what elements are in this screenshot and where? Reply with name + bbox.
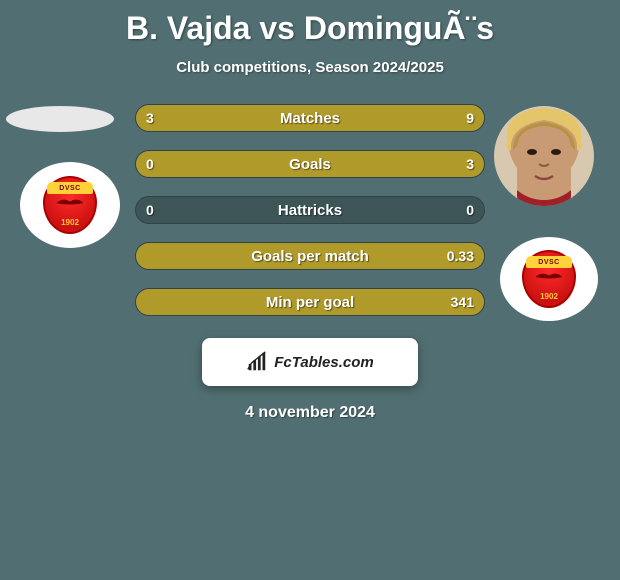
- badge-top-text: DVSC: [47, 182, 93, 194]
- player-right-portrait: [494, 106, 594, 206]
- page-title: B. Vajda vs DominguÃ¨s: [0, 0, 620, 47]
- badge-year: 1902: [43, 218, 97, 227]
- stat-row: 39Matches: [135, 104, 485, 132]
- bar-chart-icon: [246, 351, 268, 373]
- stats-bars: 39Matches 03Goals 00Hattricks 0.33Goals per…: [135, 104, 485, 316]
- badge-top-text: DVSC: [526, 256, 572, 268]
- stat-label: Matches: [136, 105, 484, 131]
- badge-year: 1902: [522, 292, 576, 301]
- stat-label: Goals per match: [136, 243, 484, 269]
- stat-row: 0.33Goals per match: [135, 242, 485, 270]
- brand-text: FcTables.com: [274, 354, 373, 371]
- comparison-area: DVSC 1902 DVSC: [0, 104, 620, 316]
- dvsc-shield-icon: DVSC 1902: [43, 176, 97, 234]
- stat-label: Min per goal: [136, 289, 484, 315]
- stat-row: 00Hattricks: [135, 196, 485, 224]
- stat-row: 341Min per goal: [135, 288, 485, 316]
- team-badge-right: DVSC 1902: [500, 237, 598, 321]
- eagle-icon: [53, 196, 87, 210]
- brand-card[interactable]: FcTables.com: [202, 338, 418, 386]
- stat-label: Goals: [136, 151, 484, 177]
- stat-row: 03Goals: [135, 150, 485, 178]
- eagle-icon: [532, 270, 566, 284]
- stat-label: Hattricks: [136, 197, 484, 223]
- face-icon: [499, 106, 589, 206]
- team-badge-left: DVSC 1902: [20, 162, 120, 248]
- dvsc-shield-icon: DVSC 1902: [522, 250, 576, 308]
- player-left-portrait: [6, 106, 114, 132]
- page-subtitle: Club competitions, Season 2024/2025: [0, 59, 620, 76]
- date-line: 4 november 2024: [0, 404, 620, 422]
